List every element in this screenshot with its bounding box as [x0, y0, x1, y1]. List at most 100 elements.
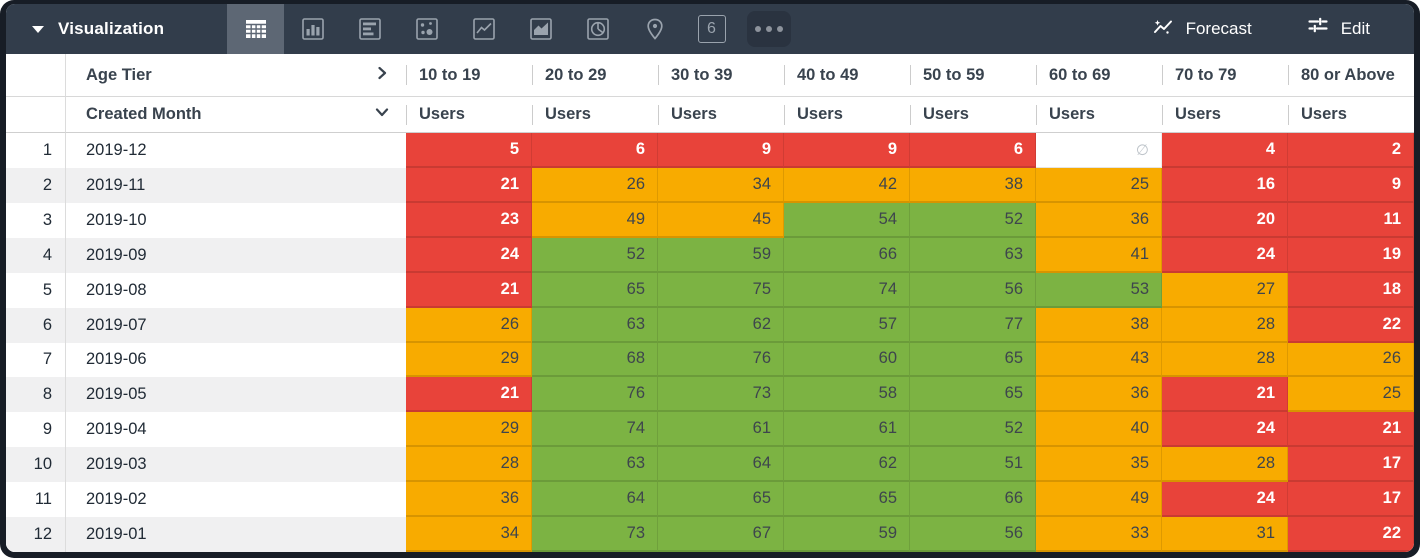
value-cell[interactable]: 22	[1288, 307, 1414, 343]
value-cell[interactable]: 21	[406, 272, 532, 308]
value-cell[interactable]: ∅	[1036, 133, 1162, 168]
column-header[interactable]: 70 to 79	[1162, 54, 1288, 97]
value-cell[interactable]: 25	[1288, 377, 1414, 413]
value-cell[interactable]: 65	[532, 272, 658, 308]
value-cell[interactable]: 6	[910, 133, 1036, 168]
column-header[interactable]: 50 to 59	[910, 54, 1036, 97]
value-cell[interactable]: 26	[532, 167, 658, 203]
value-cell[interactable]: 51	[910, 447, 1036, 483]
value-cell[interactable]: 20	[1162, 202, 1288, 238]
value-cell[interactable]: 23	[406, 202, 532, 238]
value-cell[interactable]: 38	[1036, 307, 1162, 343]
value-cell[interactable]: 68	[532, 342, 658, 378]
value-cell[interactable]: 2	[1288, 133, 1414, 168]
edit-button[interactable]: Edit	[1306, 15, 1370, 44]
value-cell[interactable]: 9	[1288, 167, 1414, 203]
value-cell[interactable]: 40	[1036, 412, 1162, 448]
value-cell[interactable]: 74	[532, 412, 658, 448]
tab-column-chart[interactable]	[284, 4, 341, 54]
value-cell[interactable]: 24	[406, 237, 532, 273]
value-cell[interactable]: 59	[658, 237, 784, 273]
value-cell[interactable]: 24	[1162, 412, 1288, 448]
value-cell[interactable]: 64	[532, 482, 658, 518]
column-header[interactable]: 20 to 29	[532, 54, 658, 97]
month-cell[interactable]: 2019-09	[66, 237, 406, 273]
value-cell[interactable]: 75	[658, 272, 784, 308]
tab-map[interactable]	[626, 4, 683, 54]
value-cell[interactable]: 26	[406, 307, 532, 343]
value-cell[interactable]: 54	[784, 202, 910, 238]
visualization-collapse-toggle[interactable]: Visualization	[6, 4, 227, 54]
value-cell[interactable]: 36	[406, 482, 532, 518]
value-cell[interactable]: 31	[1162, 517, 1288, 552]
tab-more-viz-options[interactable]	[740, 4, 797, 54]
value-cell[interactable]: 4	[1162, 133, 1288, 168]
value-cell[interactable]: 28	[1162, 447, 1288, 483]
value-cell[interactable]: 62	[658, 307, 784, 343]
value-cell[interactable]: 61	[784, 412, 910, 448]
month-cell[interactable]: 2019-03	[66, 447, 406, 483]
value-cell[interactable]: 64	[658, 447, 784, 483]
pivot-field-header[interactable]: Age Tier	[66, 54, 406, 97]
value-cell[interactable]: 33	[1036, 517, 1162, 552]
value-cell[interactable]: 22	[1288, 517, 1414, 552]
value-cell[interactable]: 65	[910, 377, 1036, 413]
tab-line-chart[interactable]	[455, 4, 512, 54]
chevron-right-icon[interactable]	[374, 65, 390, 86]
value-cell[interactable]: 52	[910, 412, 1036, 448]
column-header[interactable]: 60 to 69	[1036, 54, 1162, 97]
tab-pie-chart[interactable]	[569, 4, 626, 54]
value-cell[interactable]: 49	[532, 202, 658, 238]
value-cell[interactable]: 21	[406, 377, 532, 413]
value-cell[interactable]: 9	[658, 133, 784, 168]
value-cell[interactable]: 36	[1036, 377, 1162, 413]
value-cell[interactable]: 56	[910, 517, 1036, 552]
value-cell[interactable]: 17	[1288, 447, 1414, 483]
value-cell[interactable]: 28	[406, 447, 532, 483]
measure-header[interactable]: Users	[910, 97, 1036, 133]
value-cell[interactable]: 60	[784, 342, 910, 378]
value-cell[interactable]: 29	[406, 412, 532, 448]
value-cell[interactable]: 26	[1288, 342, 1414, 378]
tab-scatter-chart[interactable]	[398, 4, 455, 54]
value-cell[interactable]: 77	[910, 307, 1036, 343]
tab-single-value[interactable]: 6	[683, 4, 740, 54]
month-cell[interactable]: 2019-12	[66, 133, 406, 168]
measure-header[interactable]: Users	[532, 97, 658, 133]
value-cell[interactable]: 58	[784, 377, 910, 413]
value-cell[interactable]: 74	[784, 272, 910, 308]
month-cell[interactable]: 2019-04	[66, 412, 406, 448]
value-cell[interactable]: 28	[1162, 342, 1288, 378]
month-cell[interactable]: 2019-11	[66, 167, 406, 203]
month-cell[interactable]: 2019-10	[66, 202, 406, 238]
value-cell[interactable]: 61	[658, 412, 784, 448]
value-cell[interactable]: 53	[1036, 272, 1162, 308]
month-cell[interactable]: 2019-05	[66, 377, 406, 413]
measure-header[interactable]: Users	[1288, 97, 1414, 133]
value-cell[interactable]: 9	[784, 133, 910, 168]
value-cell[interactable]: 24	[1162, 237, 1288, 273]
value-cell[interactable]: 6	[532, 133, 658, 168]
value-cell[interactable]: 49	[1036, 482, 1162, 518]
value-cell[interactable]: 34	[658, 167, 784, 203]
measure-header[interactable]: Users	[658, 97, 784, 133]
value-cell[interactable]: 5	[406, 133, 532, 168]
value-cell[interactable]: 11	[1288, 202, 1414, 238]
value-cell[interactable]: 67	[658, 517, 784, 552]
measure-header[interactable]: Users	[406, 97, 532, 133]
value-cell[interactable]: 59	[784, 517, 910, 552]
column-header[interactable]: 30 to 39	[658, 54, 784, 97]
column-header[interactable]: 80 or Above	[1288, 54, 1414, 97]
value-cell[interactable]: 73	[532, 517, 658, 552]
month-cell[interactable]: 2019-01	[66, 517, 406, 552]
value-cell[interactable]: 21	[406, 167, 532, 203]
value-cell[interactable]: 16	[1162, 167, 1288, 203]
value-cell[interactable]: 41	[1036, 237, 1162, 273]
tab-table-chart[interactable]	[227, 4, 284, 54]
value-cell[interactable]: 52	[532, 237, 658, 273]
value-cell[interactable]: 18	[1288, 272, 1414, 308]
column-header[interactable]: 10 to 19	[406, 54, 532, 97]
measure-header[interactable]: Users	[1036, 97, 1162, 133]
tab-area-chart[interactable]	[512, 4, 569, 54]
tab-row-chart[interactable]	[341, 4, 398, 54]
